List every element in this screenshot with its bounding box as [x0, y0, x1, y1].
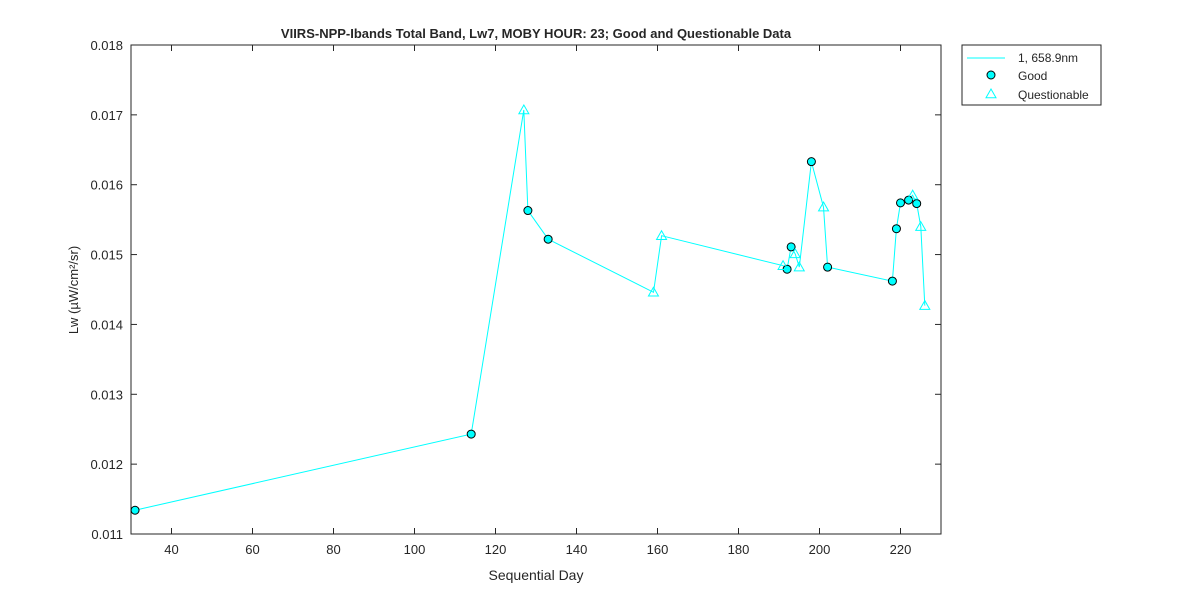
legend-label: Questionable	[1018, 88, 1089, 102]
y-tick-label: 0.011	[91, 527, 123, 542]
x-tick-label: 80	[326, 542, 340, 557]
questionable-point	[777, 259, 789, 270]
ticks: 40 60 80 100 120 140 160 180 200 220 0.011 0.012 0.0…	[90, 38, 941, 557]
series-layer	[130, 103, 931, 515]
legend-box	[961, 44, 1102, 106]
y-tick-label: 0.014	[90, 317, 123, 332]
x-tick-label: 200	[809, 542, 831, 557]
good-point	[806, 157, 816, 167]
x-tick-label: 180	[728, 542, 750, 557]
questionable-point	[918, 299, 931, 310]
y-axis-label: Lw (µW/cm²/sr)	[66, 246, 81, 334]
good-point	[887, 276, 897, 286]
good-point	[523, 206, 533, 216]
legend-label: Good	[1018, 69, 1047, 83]
questionable-point	[655, 229, 668, 240]
x-tick-label: 40	[164, 542, 178, 557]
legend: 1, 658.9nm Good Questionable	[961, 44, 1102, 106]
legend-good-marker	[986, 70, 996, 80]
good-point	[543, 234, 553, 244]
good-point	[823, 262, 833, 272]
x-tick-label: 220	[890, 542, 912, 557]
good-point	[896, 198, 905, 208]
y-tick-label: 0.016	[90, 178, 123, 193]
good-point	[891, 224, 901, 234]
x-axis-label: Sequential Day	[489, 567, 584, 583]
y-tick-label: 0.018	[90, 38, 123, 53]
y-tick-label: 0.017	[90, 108, 123, 123]
questionable-point	[793, 261, 806, 272]
good-point	[130, 505, 140, 515]
questionable-point	[914, 220, 927, 231]
x-tick-label: 160	[647, 542, 669, 557]
good-point	[786, 242, 796, 252]
questionable-point	[789, 247, 802, 259]
questionable-point	[817, 201, 830, 212]
good-point	[912, 199, 922, 209]
questionable-point	[517, 103, 530, 115]
x-tick-label: 60	[245, 542, 259, 557]
y-tick-label: 0.013	[90, 387, 123, 402]
legend-label: 1, 658.9nm	[1018, 51, 1078, 65]
x-tick-label: 120	[485, 542, 507, 557]
legend-questionable-marker	[985, 87, 997, 99]
questionable-point	[906, 189, 919, 200]
x-tick-label: 140	[566, 542, 588, 557]
good-point	[904, 195, 914, 205]
y-tick-label: 0.012	[90, 457, 123, 472]
y-tick-label: 0.015	[90, 248, 123, 263]
chart-title: VIIRS-NPP-Ibands Total Band, Lw7, MOBY H…	[281, 26, 792, 41]
questionable-point	[647, 286, 660, 297]
plot-area	[130, 44, 942, 535]
x-tick-label: 100	[404, 542, 426, 557]
good-point	[466, 429, 476, 439]
